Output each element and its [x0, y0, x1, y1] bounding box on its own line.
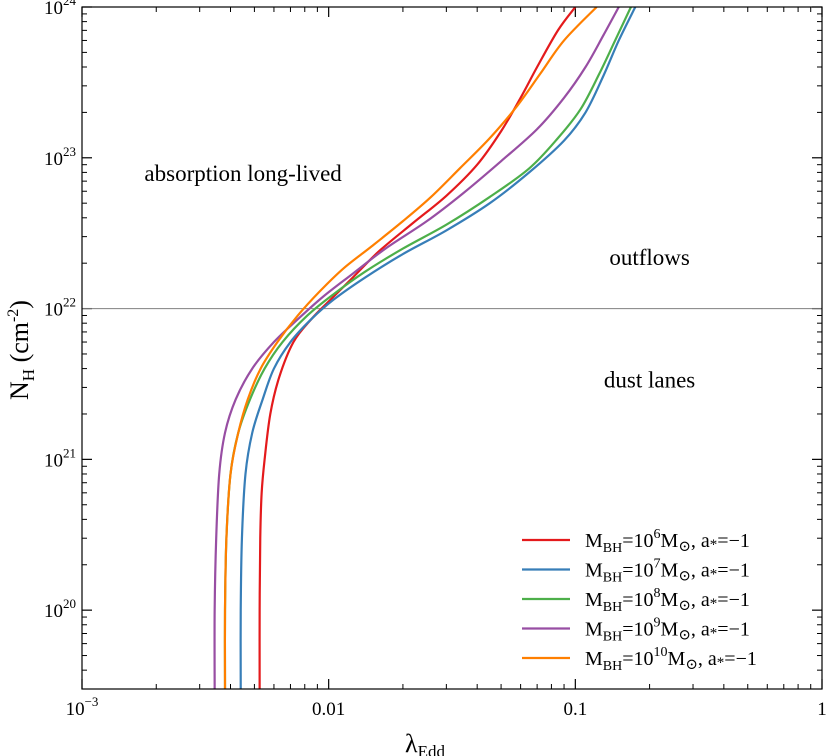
legend-label-subscript: BH: [603, 630, 622, 645]
legend-label-sun-symbol: ⊙: [678, 539, 691, 555]
series-line-5: [223, 7, 598, 689]
legend-label-text: , a: [691, 619, 710, 641]
y-tick-label: 1021: [44, 445, 76, 471]
y-tick-label: 1024: [44, 0, 77, 19]
legend-label-star: *: [717, 655, 725, 671]
legend-label-text: =10: [622, 530, 653, 552]
x-tick-base: 10: [66, 699, 85, 720]
legend-label-2: MBH=107M⊙, a*=−1: [585, 557, 750, 586]
legend-label-sun-symbol: ⊙: [678, 628, 691, 644]
x-tick-label: 0.1: [563, 699, 587, 720]
legend-label-sun-symbol: ⊙: [678, 598, 691, 614]
legend-label-sun-symbol: ⊙: [685, 657, 698, 673]
legend-label-text: =10: [622, 560, 653, 582]
series-layer: [213, 7, 637, 689]
y-tick-label: 1022: [44, 295, 76, 321]
legend-label-text: , a: [691, 560, 710, 582]
legend-label-text: M: [585, 530, 603, 552]
legend-label-text: M: [585, 648, 603, 670]
legend-label-text: =−1: [717, 589, 750, 611]
y-tick-base: 10: [44, 450, 63, 471]
legend-label-text: M: [661, 619, 679, 641]
y-tick-exponent: 21: [63, 445, 76, 460]
annotation-2: outflows: [609, 245, 690, 270]
legend-label-sun-symbol: ⊙: [678, 569, 691, 585]
legend-label-superscript: 10: [654, 645, 668, 660]
legend-label-text: M: [661, 560, 679, 582]
y-tick-base: 10: [44, 601, 63, 622]
legend-label-text: , a: [691, 589, 710, 611]
x-tick-labels: 10−3 0.01 0.1 1: [66, 694, 827, 720]
legend-label-subscript: BH: [603, 659, 622, 674]
x-tick-label: 10−3: [66, 694, 99, 720]
x-axis-label: λEdd: [405, 729, 445, 756]
legend-label-text: =−1: [717, 530, 750, 552]
legend-label-1: MBH=106M⊙, a*=−1: [585, 527, 750, 556]
y-tick-base: 10: [44, 300, 63, 321]
legend-label-text: , a: [698, 648, 717, 670]
legend-label-text: M: [661, 530, 679, 552]
y-tick-base: 10: [44, 149, 63, 170]
legend-label-text: =−1: [717, 560, 750, 582]
y-tick-exponent: 24: [63, 0, 77, 8]
legend-label-text: , a: [691, 530, 710, 552]
x-tick-exponent: −3: [85, 694, 99, 709]
y-tick-exponent: 23: [63, 144, 76, 159]
legend-label-text: M: [585, 619, 603, 641]
legend-label-text: =10: [622, 589, 653, 611]
legend-label-5: MBH=1010M⊙, a*=−1: [585, 645, 757, 674]
y-tick-exponent: 20: [63, 596, 76, 611]
legend-label-text: =−1: [717, 619, 750, 641]
legend-label-subscript: BH: [603, 571, 622, 586]
y-tick-label: 1020: [44, 596, 76, 622]
x-tick-label: 0.01: [312, 699, 345, 720]
legend-label-superscript: 8: [654, 586, 661, 601]
annotations: absorption long-lived outflows dust lanes: [144, 161, 695, 392]
legend-label-text: M: [661, 589, 679, 611]
legend-label-subscript: BH: [603, 541, 622, 556]
legend-label-superscript: 9: [654, 616, 661, 631]
y-tick-label: 1023: [44, 144, 76, 170]
y-axis-label: NH (cm-2): [5, 300, 38, 400]
minor-ticks: [82, 7, 822, 690]
legend-label-superscript: 7: [654, 557, 661, 572]
series-line-4: [213, 7, 620, 689]
series-line-2: [239, 7, 637, 689]
legend-label-star: *: [710, 596, 718, 612]
legend-label-star: *: [710, 537, 718, 553]
legend-label-text: =10: [622, 648, 653, 670]
legend-label-star: *: [710, 626, 718, 642]
legend-label-3: MBH=108M⊙, a*=−1: [585, 586, 750, 615]
legend-label-superscript: 6: [654, 527, 661, 542]
x-tick-label: 1: [817, 699, 827, 720]
y-tick-base: 10: [44, 0, 63, 19]
legend-label-text: =10: [622, 619, 653, 641]
legend-label-4: MBH=109M⊙, a*=−1: [585, 616, 750, 645]
legend-label-subscript: BH: [603, 600, 622, 615]
annotation-1: absorption long-lived: [144, 161, 342, 186]
legend-label-text: M: [585, 589, 603, 611]
legend-label-text: =−1: [724, 648, 757, 670]
y-tick-exponent: 22: [63, 295, 76, 310]
legend-label-text: M: [585, 560, 603, 582]
annotation-3: dust lanes: [604, 367, 695, 392]
legend-label-star: *: [710, 567, 718, 583]
plot-frame: [81, 6, 823, 690]
legend-label-text: M: [668, 648, 686, 670]
